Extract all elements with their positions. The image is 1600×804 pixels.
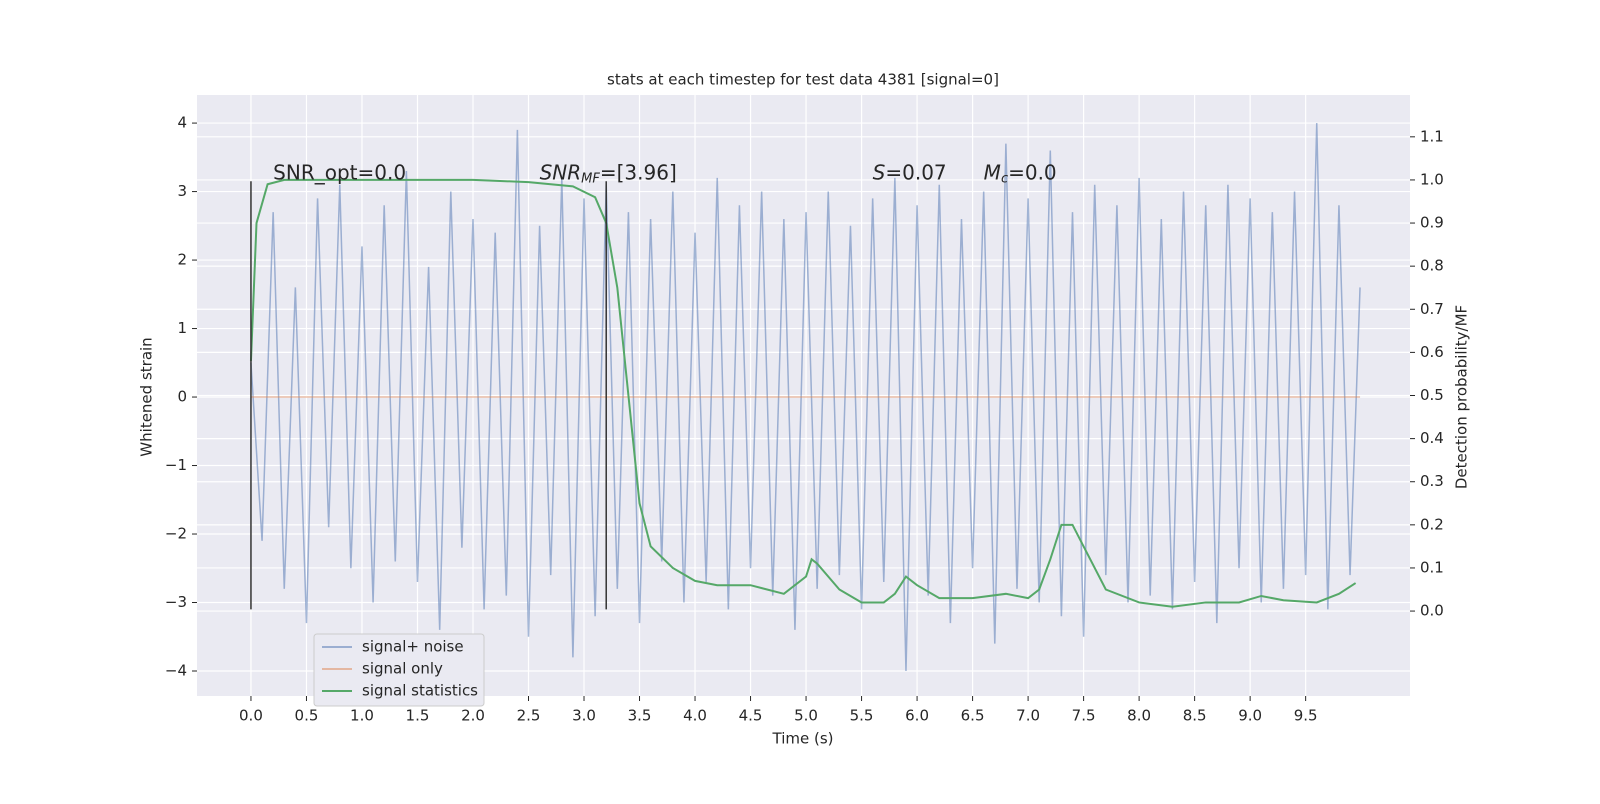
y-tick-label: 3 — [177, 182, 187, 200]
annotation-rest: =0.07 — [885, 160, 946, 184]
annotation: SNRMF=[3.96] — [540, 160, 677, 186]
y-tick-label: −4 — [165, 662, 187, 680]
chart-title: stats at each timestep for test data 438… — [607, 71, 999, 89]
x-tick-label: 2.5 — [517, 707, 541, 725]
y2-tick-label: 0.0 — [1420, 602, 1444, 620]
x-tick-label: 8.0 — [1127, 707, 1151, 725]
x-tick-label: 1.0 — [350, 707, 374, 725]
x-tick-label: 0.0 — [239, 707, 263, 725]
y2-tick-label: 0.4 — [1420, 429, 1444, 447]
x-tick-label: 9.0 — [1238, 707, 1262, 725]
annotation: S=0.07 — [873, 160, 947, 184]
y-tick-label: 0 — [177, 388, 187, 406]
legend-label: signal only — [362, 660, 443, 678]
series-line — [249, 178, 1357, 608]
y2-tick-label: 1.1 — [1420, 127, 1444, 145]
y2-tick-label: 0.2 — [1420, 515, 1444, 533]
x-tick-label: 4.5 — [739, 707, 763, 725]
annotation-rest: =0.0 — [1008, 160, 1057, 184]
annotation-text: M — [984, 160, 1001, 184]
x-tick-label: 7.5 — [1072, 707, 1096, 725]
annotation-sub: MF — [581, 171, 600, 186]
y-tick-label: −2 — [165, 525, 187, 543]
x-tick-label: 7.0 — [1016, 707, 1040, 725]
annotation-rest: =[3.96] — [600, 160, 677, 184]
x-tick-label: 8.5 — [1183, 707, 1207, 725]
legend-box — [313, 633, 485, 707]
x-tick-label: 5.5 — [850, 707, 874, 725]
grid — [197, 95, 1410, 696]
x-tick-label: 3.5 — [628, 707, 652, 725]
x-tick-label: 9.5 — [1294, 707, 1318, 725]
legend-label: signal statistics — [362, 682, 478, 700]
annotation: SNR_opt=0.0 — [273, 160, 406, 184]
y-tick-label: 1 — [177, 319, 187, 337]
y-tick-label: −1 — [165, 456, 187, 474]
annotation-text: SNR — [540, 160, 582, 184]
y2-axis-label: Detection probability/MF — [1453, 305, 1471, 489]
y2-tick-label: 0.7 — [1420, 300, 1444, 318]
y2-tick-label: 0.9 — [1420, 214, 1444, 232]
y2-tick-label: 0.6 — [1420, 343, 1444, 361]
y-tick-label: 2 — [177, 251, 187, 269]
x-tick-label: 5.0 — [794, 707, 818, 725]
annotation: Mc=0.0 — [984, 160, 1057, 186]
x-tick-label: 2.0 — [461, 707, 485, 725]
annotation-text: SNR_opt=0.0 — [273, 160, 406, 184]
x-tick-label: 1.5 — [406, 707, 430, 725]
y2-tick-label: 1.0 — [1420, 170, 1444, 188]
y2-tick-label: 0.1 — [1420, 558, 1444, 576]
y2-tick-label: 0.8 — [1420, 257, 1444, 275]
y-tick-label: −3 — [165, 593, 187, 611]
x-tick-label: 3.0 — [572, 707, 596, 725]
x-tick-label: 4.0 — [683, 707, 707, 725]
marks — [249, 123, 1361, 672]
x-tick-label: 0.5 — [295, 707, 319, 725]
series-line — [250, 123, 1361, 672]
y2-tick-label: 0.3 — [1420, 472, 1444, 490]
annotation-text: S — [873, 160, 886, 184]
legend-label: signal+ noise — [362, 638, 464, 656]
x-tick-label: 6.5 — [961, 707, 985, 725]
x-axis-label: Time (s) — [772, 730, 834, 748]
x-tick-label: 6.0 — [905, 707, 929, 725]
annotation-sub: c — [1001, 171, 1008, 186]
y-axis-label: Whitened strain — [138, 337, 156, 456]
y2-tick-label: 0.5 — [1420, 386, 1444, 404]
y-tick-label: 4 — [177, 114, 187, 132]
